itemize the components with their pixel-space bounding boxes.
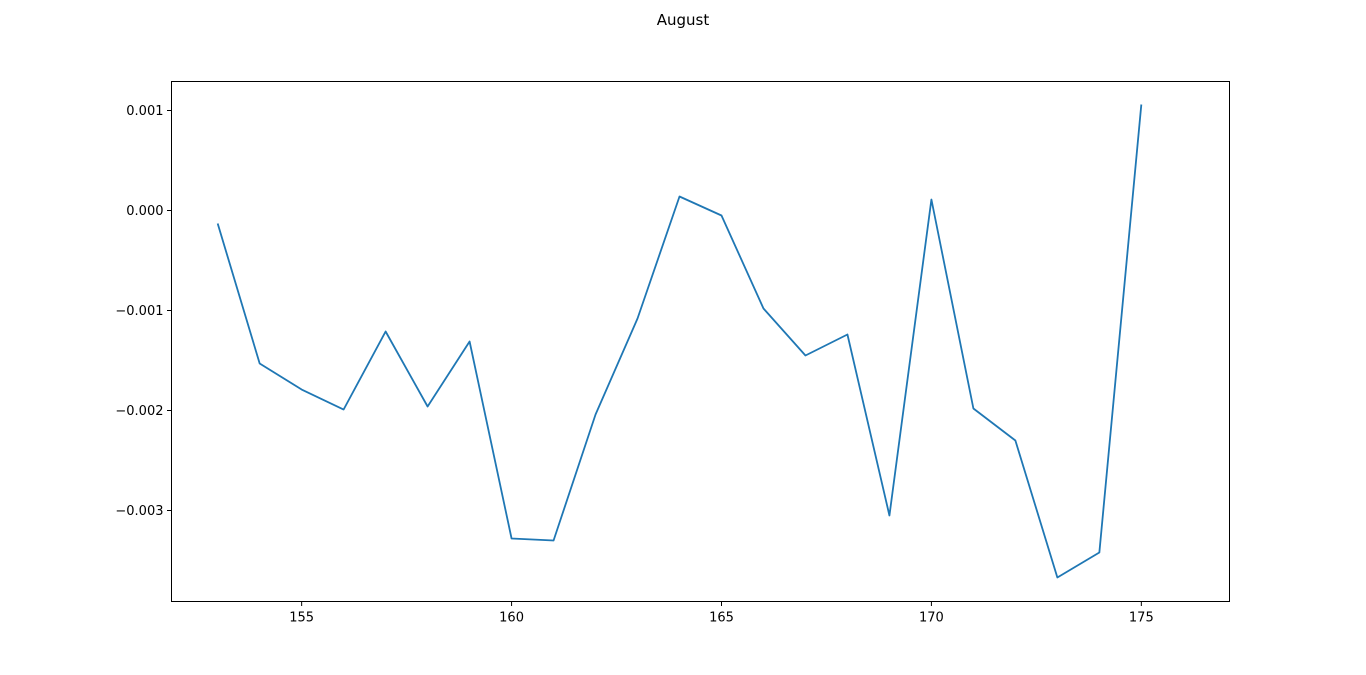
x-axis: 155 160 165 170 175 <box>289 601 1154 626</box>
x-tick-label: 160 <box>499 611 524 626</box>
x-tick-label: 165 <box>709 611 734 626</box>
y-tick-label: −0.001 <box>115 304 163 319</box>
series-line-0 <box>216 104 1143 579</box>
plot-frame <box>171 81 1230 602</box>
y-tick-label: 0.000 <box>126 204 163 219</box>
y-tick-label: −0.002 <box>115 404 163 419</box>
y-tick-label: 0.001 <box>126 104 163 119</box>
x-tick-label: 170 <box>919 611 944 626</box>
x-tick-label: 155 <box>289 611 314 626</box>
x-tick-label: 175 <box>1129 611 1154 626</box>
y-tick-label: −0.003 <box>115 504 163 519</box>
y-axis: 0.001 0.000 −0.001 −0.002 −0.003 <box>115 104 172 519</box>
chart-title: August <box>657 11 710 29</box>
